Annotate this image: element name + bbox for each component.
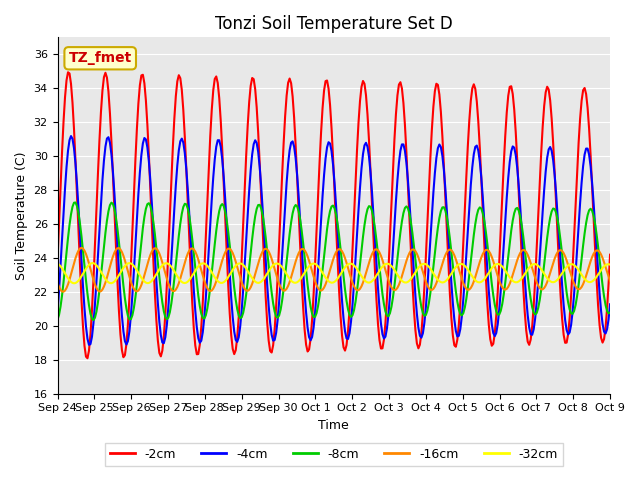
-32cm bbox=[152, 271, 160, 277]
-8cm bbox=[152, 245, 160, 251]
-8cm bbox=[460, 310, 467, 316]
-2cm bbox=[510, 107, 518, 112]
-2cm bbox=[84, 355, 92, 361]
-16cm bbox=[538, 287, 545, 292]
-8cm bbox=[54, 317, 61, 323]
-16cm bbox=[278, 287, 286, 292]
-16cm bbox=[272, 272, 280, 277]
-2cm bbox=[538, 150, 545, 156]
-32cm bbox=[606, 262, 614, 267]
-4cm bbox=[85, 342, 93, 348]
-2cm bbox=[64, 70, 72, 75]
-16cm bbox=[606, 278, 614, 284]
Legend: -2cm, -4cm, -8cm, -16cm, -32cm: -2cm, -4cm, -8cm, -16cm, -32cm bbox=[104, 443, 563, 466]
Title: Tonzi Soil Temperature Set D: Tonzi Soil Temperature Set D bbox=[215, 15, 452, 33]
-16cm bbox=[460, 280, 467, 286]
-32cm bbox=[272, 261, 280, 266]
-4cm bbox=[510, 145, 518, 151]
-16cm bbox=[54, 280, 61, 286]
-4cm bbox=[272, 330, 280, 336]
-4cm bbox=[538, 232, 545, 238]
-8cm bbox=[90, 317, 97, 323]
Line: -2cm: -2cm bbox=[58, 72, 610, 358]
-8cm bbox=[272, 313, 280, 319]
-4cm bbox=[278, 252, 286, 258]
-2cm bbox=[54, 257, 61, 263]
Line: -16cm: -16cm bbox=[58, 248, 610, 292]
-16cm bbox=[77, 245, 85, 251]
Line: -32cm: -32cm bbox=[58, 263, 610, 283]
-4cm bbox=[460, 296, 467, 302]
-16cm bbox=[510, 267, 518, 273]
-32cm bbox=[460, 262, 467, 267]
-2cm bbox=[272, 303, 280, 309]
-32cm bbox=[510, 279, 518, 285]
-2cm bbox=[460, 240, 467, 246]
-32cm bbox=[88, 260, 96, 266]
-32cm bbox=[54, 261, 61, 266]
-2cm bbox=[152, 317, 160, 323]
X-axis label: Time: Time bbox=[319, 419, 349, 432]
-2cm bbox=[606, 252, 614, 258]
-32cm bbox=[538, 266, 545, 272]
-8cm bbox=[510, 210, 518, 216]
Line: -4cm: -4cm bbox=[58, 136, 610, 345]
-32cm bbox=[278, 264, 286, 270]
-16cm bbox=[152, 246, 160, 252]
-2cm bbox=[278, 172, 286, 178]
Text: TZ_fmet: TZ_fmet bbox=[68, 51, 132, 65]
-4cm bbox=[67, 133, 75, 139]
-8cm bbox=[606, 310, 614, 315]
-8cm bbox=[72, 200, 79, 205]
-4cm bbox=[152, 277, 160, 283]
Y-axis label: Soil Temperature (C): Soil Temperature (C) bbox=[15, 151, 28, 280]
-4cm bbox=[606, 301, 614, 307]
-8cm bbox=[278, 298, 286, 303]
-32cm bbox=[70, 280, 78, 286]
-16cm bbox=[60, 289, 67, 295]
-4cm bbox=[54, 310, 61, 316]
Line: -8cm: -8cm bbox=[58, 203, 610, 320]
-8cm bbox=[538, 287, 545, 293]
